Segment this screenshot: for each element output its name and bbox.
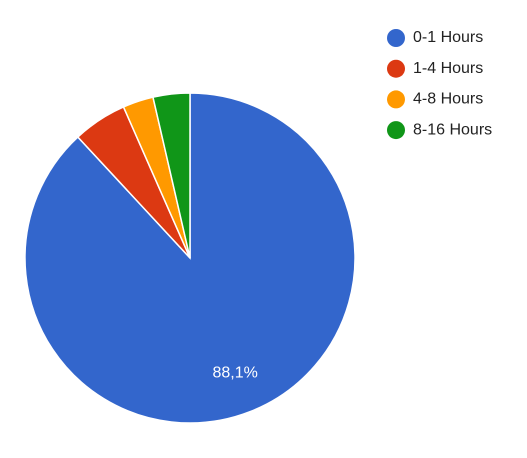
legend-label: 4-8 Hours xyxy=(413,91,483,108)
legend-swatch xyxy=(387,121,405,140)
legend-label: 1-4 Hours xyxy=(413,60,483,77)
legend-label: 0-1 Hours xyxy=(413,29,483,46)
slice-label: 88,1% xyxy=(213,364,258,381)
legend-swatch xyxy=(387,59,405,78)
pie-slice xyxy=(152,92,191,259)
legend-swatch xyxy=(387,29,405,47)
legend-label: 8-16 Hours xyxy=(413,121,492,138)
legend-swatch xyxy=(387,90,405,109)
